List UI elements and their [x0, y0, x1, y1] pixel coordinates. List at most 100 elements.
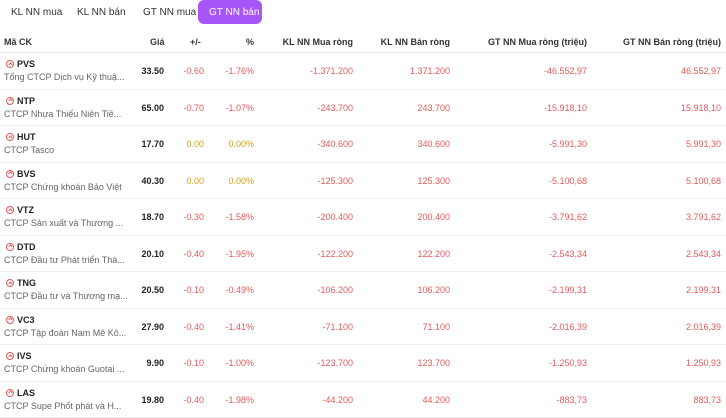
- company-name: CTCP Đầu tư Phát triển Thà...: [4, 255, 125, 265]
- down-arrow-icon: [6, 206, 14, 214]
- down-arrow-icon: [6, 279, 14, 287]
- symbol-cell[interactable]: PVS: [6, 59, 35, 69]
- change: 0.00: [186, 176, 204, 186]
- symbol[interactable]: IVS: [17, 351, 32, 361]
- symbol-cell[interactable]: VC3: [6, 315, 35, 325]
- price: 20.10: [141, 249, 164, 259]
- kl-sell-net: 71.100: [422, 322, 450, 332]
- tab-gt-nn-ban[interactable]: GT NN bán: [198, 0, 262, 24]
- symbol-cell[interactable]: DTD: [6, 242, 36, 252]
- table-row[interactable]: PVS Tổng CTCP Dịch vụ Kỹ thuậ... 33.50 -…: [0, 53, 726, 90]
- company-name: CTCP Chứng khoán Bảo Việt: [4, 182, 122, 192]
- change: -0.40: [183, 322, 204, 332]
- table-row[interactable]: NTP CTCP Nhựa Thiếu Niên Tiề... 65.00 -0…: [0, 90, 726, 127]
- percent-change: -1.07%: [225, 103, 254, 113]
- down-arrow-icon: [6, 243, 14, 251]
- company-name: CTCP Tasco: [4, 145, 54, 155]
- price: 27.90: [141, 322, 164, 332]
- symbol[interactable]: HUT: [17, 132, 36, 142]
- symbol-cell[interactable]: NTP: [6, 96, 35, 106]
- percent-change: 0.00%: [228, 139, 254, 149]
- symbol[interactable]: VTZ: [17, 205, 34, 215]
- down-arrow-icon: [6, 133, 14, 141]
- symbol[interactable]: NTP: [17, 96, 35, 106]
- price: 65.00: [141, 103, 164, 113]
- gt-buy-net: -5.100,68: [549, 176, 587, 186]
- percent-change: -1.76%: [225, 66, 254, 76]
- symbol[interactable]: BVS: [17, 169, 36, 179]
- symbol-cell[interactable]: HUT: [6, 132, 36, 142]
- header-gt-buy[interactable]: GT NN Mua ròng (triệu): [488, 37, 587, 47]
- company-name: CTCP Đầu tư và Thương mạ...: [4, 291, 128, 301]
- header-change[interactable]: +/-: [190, 37, 201, 47]
- company-name: CTCP Tập đoàn Nam Mê Kô...: [4, 328, 126, 338]
- tab-gt-nn-mua[interactable]: GT NN mua: [132, 0, 198, 24]
- down-arrow-icon: [6, 97, 14, 105]
- symbol-cell[interactable]: BVS: [6, 169, 36, 179]
- kl-sell-net: 243.700: [417, 103, 450, 113]
- company-name: CTCP Sản xuất và Thương ...: [4, 218, 123, 228]
- kl-sell-net: 1.371.200: [410, 66, 450, 76]
- price: 33.50: [141, 66, 164, 76]
- percent-change: -1.95%: [225, 249, 254, 259]
- table-row[interactable]: BVS CTCP Chứng khoán Bảo Việt 40.30 0.00…: [0, 163, 726, 200]
- table-row[interactable]: DTD CTCP Đầu tư Phát triển Thà... 20.10 …: [0, 236, 726, 273]
- tab-kl-nn-mua[interactable]: KL NN mua: [0, 0, 66, 24]
- kl-buy-net: -1.371.200: [310, 66, 353, 76]
- header-price[interactable]: Giá: [150, 37, 165, 47]
- tab-kl-nn-ban[interactable]: KL NN bán: [66, 0, 132, 24]
- change: -0.10: [183, 358, 204, 368]
- down-arrow-icon: [6, 389, 14, 397]
- gt-sell-net: 5.100,68: [686, 176, 721, 186]
- gt-sell-net: 3.791,62: [686, 212, 721, 222]
- symbol-cell[interactable]: TNG: [6, 278, 36, 288]
- symbol[interactable]: DTD: [17, 242, 36, 252]
- header-gt-sell[interactable]: GT NN Bán ròng (triệu): [623, 37, 721, 47]
- tab-bar: KL NN mua KL NN bán GT NN mua GT NN bán: [0, 0, 262, 24]
- table-row[interactable]: VTZ CTCP Sản xuất và Thương ... 18.70 -0…: [0, 199, 726, 236]
- gt-buy-net: -3.791,62: [549, 212, 587, 222]
- kl-buy-net: -125.300: [317, 176, 353, 186]
- percent-change: -0.49%: [225, 285, 254, 295]
- kl-buy-net: -106.200: [317, 285, 353, 295]
- kl-sell-net: 122.200: [417, 249, 450, 259]
- header-code[interactable]: Mã CK: [4, 37, 32, 47]
- gt-sell-net: 2.199,31: [686, 285, 721, 295]
- symbol-cell[interactable]: IVS: [6, 351, 32, 361]
- gt-buy-net: -1.250,93: [549, 358, 587, 368]
- symbol[interactable]: PVS: [17, 59, 35, 69]
- symbol[interactable]: TNG: [17, 278, 36, 288]
- percent-change: -1.00%: [225, 358, 254, 368]
- table-row[interactable]: VC3 CTCP Tập đoàn Nam Mê Kô... 27.90 -0.…: [0, 309, 726, 346]
- table-row[interactable]: IVS CTCP Chứng khoán Guotai ... 9.90 -0.…: [0, 345, 726, 382]
- company-name: CTCP Nhựa Thiếu Niên Tiề...: [4, 109, 121, 119]
- kl-buy-net: -340.600: [317, 139, 353, 149]
- price: 40.30: [141, 176, 164, 186]
- down-arrow-icon: [6, 60, 14, 68]
- gt-sell-net: 1.250,93: [686, 358, 721, 368]
- change: -0.40: [183, 249, 204, 259]
- symbol-cell[interactable]: VTZ: [6, 205, 34, 215]
- down-arrow-icon: [6, 316, 14, 324]
- symbol[interactable]: VC3: [17, 315, 35, 325]
- price: 18.70: [141, 212, 164, 222]
- company-name: CTCP Chứng khoán Guotai ...: [4, 364, 124, 374]
- table-row[interactable]: TNG CTCP Đầu tư và Thương mạ... 20.50 -0…: [0, 272, 726, 309]
- company-name: CTCP Supe Phốt phát và H...: [4, 401, 121, 411]
- kl-buy-net: -71.100: [322, 322, 353, 332]
- percent-change: 0.00%: [228, 176, 254, 186]
- kl-sell-net: 123.700: [417, 358, 450, 368]
- header-kl-buy[interactable]: KL NN Mua ròng: [283, 37, 353, 47]
- symbol[interactable]: LAS: [17, 388, 35, 398]
- gt-sell-net: 15.918,10: [681, 103, 721, 113]
- kl-sell-net: 200.400: [417, 212, 450, 222]
- symbol-cell[interactable]: LAS: [6, 388, 35, 398]
- change: -0.60: [183, 66, 204, 76]
- price: 9.90: [146, 358, 164, 368]
- table-row[interactable]: HUT CTCP Tasco 17.70 0.00 0.00% -340.600…: [0, 126, 726, 163]
- header-pct[interactable]: %: [246, 37, 254, 47]
- header-kl-sell[interactable]: KL NN Bán ròng: [381, 37, 450, 47]
- gt-sell-net: 46.552,97: [681, 66, 721, 76]
- kl-buy-net: -123.700: [317, 358, 353, 368]
- gt-sell-net: 5.991,30: [686, 139, 721, 149]
